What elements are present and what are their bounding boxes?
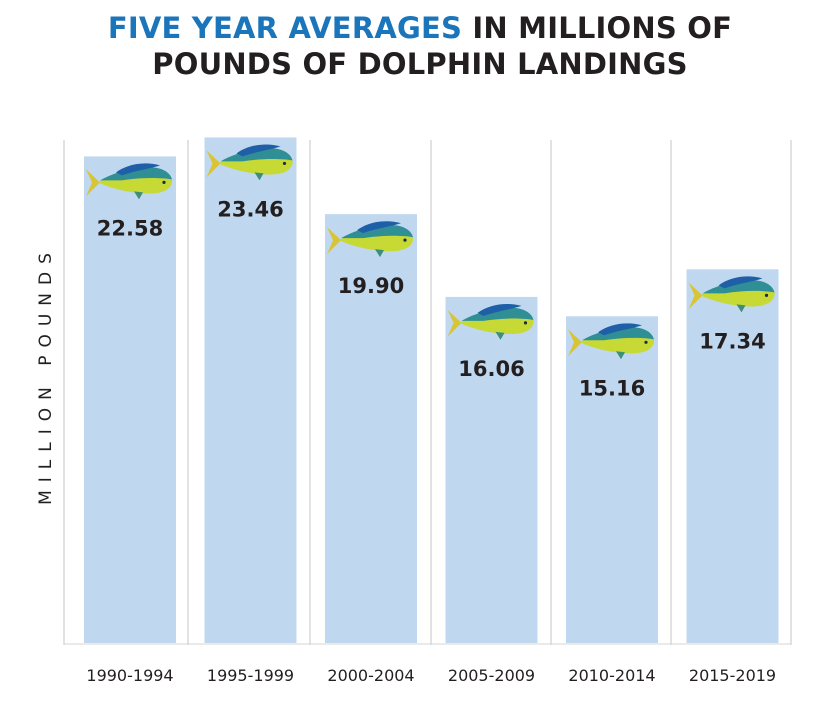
x-tick-label: 2015-2019 bbox=[689, 666, 776, 685]
fish-eye bbox=[162, 180, 166, 185]
x-tick-label: 1990-1994 bbox=[86, 666, 173, 685]
fish-eye bbox=[282, 161, 287, 166]
bar-2005-2009 bbox=[445, 296, 538, 643]
mahi-mahi-fish-icon bbox=[688, 276, 775, 313]
fish-pectoral-fin bbox=[616, 351, 625, 360]
value-label: 16.06 bbox=[458, 357, 524, 381]
fish-back bbox=[461, 307, 534, 321]
title-line-2: POUNDS OF DOLPHIN LANDINGS bbox=[152, 47, 688, 81]
x-tick-label: 2005-2009 bbox=[448, 666, 535, 685]
chart-title: FIVE YEAR AVERAGES IN MILLIONS OF POUNDS… bbox=[0, 10, 840, 82]
fish-pectoral-fin bbox=[736, 304, 746, 313]
fish-eye bbox=[403, 238, 407, 242]
mahi-mahi-fish-icon bbox=[327, 221, 414, 258]
bar-2000-2004 bbox=[325, 214, 417, 643]
fish-pectoral-fin bbox=[254, 172, 264, 181]
fish-eye bbox=[523, 321, 528, 325]
fish-dorsal-fin bbox=[718, 276, 763, 289]
fish-tail bbox=[688, 282, 703, 310]
mahi-mahi-fish-icon bbox=[568, 323, 655, 360]
mahi-mahi-fish-icon bbox=[447, 303, 534, 340]
mahi-mahi-fish-icon bbox=[206, 144, 293, 181]
bar-1995-1999 bbox=[204, 137, 297, 643]
fish-tail bbox=[327, 227, 341, 255]
fish-tail bbox=[447, 309, 462, 337]
value-label: 22.58 bbox=[97, 216, 163, 240]
fish-dorsal-fin bbox=[598, 323, 642, 336]
fish-tail bbox=[206, 150, 221, 178]
mahi-mahi-fish-icon bbox=[86, 163, 173, 200]
fish-dorsal-fin bbox=[236, 144, 281, 157]
fish-back bbox=[341, 225, 413, 239]
value-label: 23.46 bbox=[217, 197, 283, 221]
value-label: 19.90 bbox=[338, 274, 404, 298]
fish-tail bbox=[568, 329, 582, 357]
fish-eye bbox=[644, 340, 648, 344]
fish-dorsal-fin bbox=[116, 163, 160, 176]
fish-back bbox=[702, 280, 775, 294]
fish-pectoral-fin bbox=[134, 191, 143, 200]
fish-pectoral-fin bbox=[375, 249, 384, 258]
x-tick-label: 1995-1999 bbox=[207, 666, 294, 685]
bar-1990-1994 bbox=[84, 156, 176, 643]
bar-2015-2019 bbox=[686, 269, 779, 643]
title-line-1: FIVE YEAR AVERAGES IN MILLIONS OF bbox=[0, 10, 840, 46]
fish-tail bbox=[86, 169, 100, 197]
grid-separators bbox=[63, 140, 792, 645]
bars: 22.58 1990-1994 23.46 1995-1999 19.90 2000-20… bbox=[84, 137, 779, 685]
fish-dorsal-fin bbox=[357, 221, 401, 234]
value-label: 15.16 bbox=[579, 376, 645, 400]
title-highlight: FIVE YEAR AVERAGES bbox=[107, 11, 463, 45]
value-label: 17.34 bbox=[699, 329, 765, 353]
fish-back bbox=[582, 327, 654, 341]
x-tick-label: 2010-2014 bbox=[568, 666, 655, 685]
fish-dorsal-fin bbox=[477, 303, 522, 316]
fish-back bbox=[220, 148, 293, 162]
title-rest: IN MILLIONS OF bbox=[462, 11, 733, 45]
fish-eye bbox=[764, 293, 769, 297]
fish-back bbox=[100, 167, 172, 181]
x-tick-label: 2000-2004 bbox=[327, 666, 414, 685]
fish-pectoral-fin bbox=[495, 331, 505, 340]
bar-2010-2014 bbox=[566, 316, 658, 643]
